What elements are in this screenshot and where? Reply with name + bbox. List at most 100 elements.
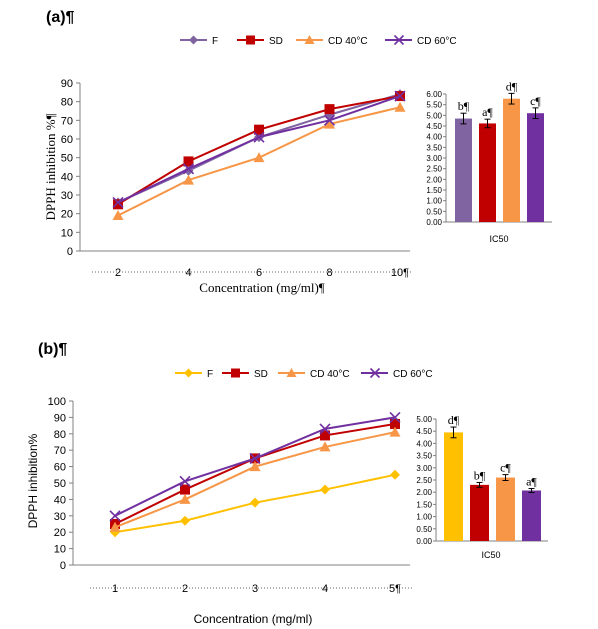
panel-a-inset-y-tick-label: 0.50 <box>426 207 442 216</box>
panel-a-inset-significance-letter: d¶ <box>506 79 518 93</box>
panel-a-data-point <box>182 163 195 175</box>
panel-b-data-point <box>249 452 261 464</box>
panel-b-data-point <box>249 461 261 472</box>
panel-a-inset-significance-letter: b¶ <box>458 99 470 113</box>
panel-a-inset-y-tick-label: 2.50 <box>426 165 442 174</box>
panel-b-x-tick-label: 1 <box>112 583 118 595</box>
panel-a-y-tick-label: 40 <box>61 171 73 183</box>
panel-a-y-tick-label: 90 <box>61 78 73 90</box>
panel-b-x-tick-label: 3 <box>252 583 258 595</box>
panel-b-inset-y-tick-label: 2.00 <box>416 488 432 497</box>
panel-b-label: (b)¶ <box>38 341 67 358</box>
panel-b-y-axis-title: DPPH inhibition% <box>26 433 40 528</box>
panel-b-inset-y-tick-label: 4.00 <box>416 439 432 448</box>
panel-a-inset-bar <box>455 118 472 222</box>
panel-b-ic50-bar-chart: 0.00 0.50 1.00 1.50 2.00 2.50 3.00 3.50 4.00 4.50… <box>416 413 548 546</box>
panel-a-inset-significance-letter: c¶ <box>530 94 541 108</box>
panel-b-inset-significance-letter: a¶ <box>526 475 537 489</box>
legend-a-f-marker <box>189 35 198 45</box>
panel-a-y-axis-title: DPPH inhibition %¶ <box>43 113 58 220</box>
panel-a-data-point <box>324 104 335 115</box>
panel-b-inset-significance-letter: b¶ <box>474 468 486 482</box>
panel-a-inset-bar <box>503 98 520 222</box>
panel-b-inset-bar <box>444 432 463 541</box>
panel-a-line-chart: 0 10 20 30 40 50 60 70 80 90 2 4 6 8 10¶ <box>61 78 412 279</box>
panel-a-data-point <box>394 101 406 112</box>
panel-a-y-tick-label: 80 <box>61 97 73 109</box>
panel-a-y-tick-label: 30 <box>61 190 73 202</box>
panel-a-inset-x-label: IC50 <box>489 234 508 244</box>
panel-a-data-point <box>112 210 124 221</box>
panel-b-data-point <box>320 430 330 441</box>
panel-b-y-tick-label: 0 <box>60 560 66 572</box>
panel-b-data-point <box>319 423 331 435</box>
panel-a-x-axis-title: Concentration (mg/ml)¶ <box>199 280 325 295</box>
panel-b-data-point <box>179 493 191 504</box>
panel-b-inset-y-tick-label: 1.00 <box>416 513 432 522</box>
panel-b-inset-y-tick-label: 3.00 <box>416 464 432 473</box>
panel-b-inset-y-tick-label: 0.50 <box>416 525 432 534</box>
panel-b-inset-significance-letter: d¶ <box>448 413 460 427</box>
panel-b-y-tick-label: 70 <box>54 445 66 457</box>
panel-b-inset-bar <box>496 477 515 541</box>
panel-a-data-point <box>112 196 124 209</box>
panel-b-y-tick-label: 40 <box>54 494 66 506</box>
panel-b-data-point <box>389 426 401 437</box>
legend-a-cd60-label: CD 60°C <box>417 36 457 47</box>
panel-a-inset-y-tick-label: 4.50 <box>426 122 442 131</box>
panel-a-y-tick-label: 20 <box>61 209 73 221</box>
panel-b-data-point <box>389 411 401 423</box>
panel-b: (b)¶ F SD CD 40°C CD 60°C 0 10 20 30 40 50 60 7… <box>26 341 549 626</box>
panel-a-data-point <box>394 90 406 102</box>
panel-a-inset-bar <box>479 123 496 222</box>
panel-b-data-point <box>250 497 260 508</box>
panel-b-inset-significance-letter: c¶ <box>500 461 511 475</box>
panel-b-data-point <box>109 510 121 522</box>
panel-b-inset-y-tick-label: 4.50 <box>416 427 432 436</box>
panel-a-legend: F SD CD 40°C CD 60°C <box>180 34 457 47</box>
panel-b-y-tick-label: 20 <box>54 527 66 539</box>
panel-a-series-line <box>117 95 401 206</box>
panel-a-y-tick-label: 50 <box>61 153 73 165</box>
panel-b-inset-bar <box>522 490 541 541</box>
legend-b-cd40-marker <box>286 368 297 377</box>
panel-a-series-line <box>117 95 401 204</box>
panel-a-inset-y-tick-label: 1.00 <box>426 197 442 206</box>
legend-a-f-label: F <box>212 36 218 47</box>
panel-a-y-tick-label: 60 <box>61 134 73 146</box>
panel-b-x-axis-title: Concentration (mg/ml) <box>194 612 313 626</box>
panel-a-y-tick-label: 0 <box>67 246 73 258</box>
panel-b-inset-y-tick-label: 1.50 <box>416 500 432 509</box>
panel-b-inset-y-tick-label: 0.00 <box>416 537 432 546</box>
panel-b-data-point <box>390 418 400 429</box>
panel-a-x-tick-label: 4 <box>185 267 191 279</box>
panel-b-line-chart: 0 10 20 30 40 50 60 70 80 90 100 1 2 3 4 5¶ <box>48 396 412 595</box>
panel-b-y-tick-label: 50 <box>54 478 66 490</box>
panel-a-inset-y-tick-label: 6.00 <box>426 90 442 99</box>
legend-b-cd40-label: CD 40°C <box>310 369 350 380</box>
legend-b-f-label: F <box>207 369 213 380</box>
legend-a-cd40-label: CD 40°C <box>328 36 368 47</box>
panel-a-inset-y-tick-label: 0.00 <box>426 218 442 227</box>
panel-b-y-tick-label: 90 <box>54 412 66 424</box>
panel-a-inset-y-tick-label: 1.50 <box>426 186 442 195</box>
legend-b-cd60-marker <box>369 367 381 379</box>
panel-b-inset-x-label: IC50 <box>481 550 500 560</box>
panel-a-y-tick-label: 10 <box>61 227 73 239</box>
panel-a-inset-y-tick-label: 5.50 <box>426 101 442 110</box>
panel-b-inset-bar <box>470 484 489 541</box>
panel-a-x-tick-label: 8 <box>326 267 332 279</box>
legend-a-sd-label: SD <box>269 36 283 47</box>
legend-a-cd40-marker <box>304 35 315 44</box>
panel-b-data-point <box>109 521 121 532</box>
panel-a-ic50-bar-chart: 0.00 0.501.00 1.50 2.002.50 3.00 3.504.00 4.50… <box>426 79 552 227</box>
panel-a-inset-y-tick-label: 2.00 <box>426 175 442 184</box>
panel-b-x-tick-label: 5¶ <box>389 583 401 595</box>
panel-b-data-point <box>320 484 330 495</box>
panel-a-x-tick-label: 10¶ <box>391 267 409 279</box>
panel-a-inset-y-tick-label: 5.00 <box>426 111 442 120</box>
panel-b-y-tick-label: 100 <box>48 396 66 408</box>
panel-a-inset-y-tick-label: 3.00 <box>426 154 442 163</box>
panel-a-data-point <box>254 124 264 135</box>
